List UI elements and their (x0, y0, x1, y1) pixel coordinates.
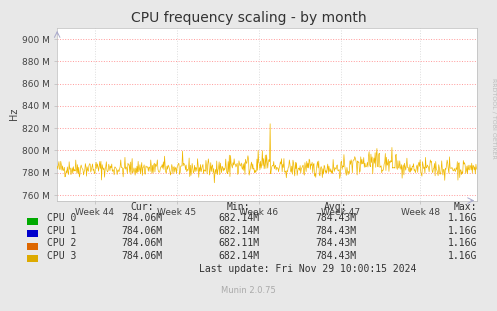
Text: Munin 2.0.75: Munin 2.0.75 (221, 286, 276, 295)
Text: 784.06M: 784.06M (121, 238, 162, 248)
Text: 1.16G: 1.16G (448, 251, 477, 261)
Text: 1.16G: 1.16G (448, 226, 477, 236)
Text: CPU 3: CPU 3 (47, 251, 77, 261)
Text: 784.43M: 784.43M (315, 251, 356, 261)
Text: CPU frequency scaling - by month: CPU frequency scaling - by month (131, 11, 366, 25)
Text: 682.14M: 682.14M (218, 226, 259, 236)
Text: Min:: Min: (227, 202, 250, 212)
Text: 784.06M: 784.06M (121, 226, 162, 236)
Text: Cur:: Cur: (130, 202, 154, 212)
Text: CPU 2: CPU 2 (47, 238, 77, 248)
Text: 784.43M: 784.43M (315, 226, 356, 236)
Text: 784.06M: 784.06M (121, 251, 162, 261)
Text: RRDTOOL / TOBI OETIKER: RRDTOOL / TOBI OETIKER (491, 78, 496, 159)
Text: 784.43M: 784.43M (315, 238, 356, 248)
Text: CPU 0: CPU 0 (47, 213, 77, 223)
Text: 784.06M: 784.06M (121, 213, 162, 223)
Text: 682.11M: 682.11M (218, 238, 259, 248)
Text: 784.43M: 784.43M (315, 213, 356, 223)
Text: 1.16G: 1.16G (448, 238, 477, 248)
Text: 682.14M: 682.14M (218, 251, 259, 261)
Y-axis label: Hz: Hz (9, 108, 19, 120)
Text: Avg:: Avg: (324, 202, 347, 212)
Text: 682.14M: 682.14M (218, 213, 259, 223)
Text: Last update: Fri Nov 29 10:00:15 2024: Last update: Fri Nov 29 10:00:15 2024 (199, 264, 417, 274)
Text: 1.16G: 1.16G (448, 213, 477, 223)
Text: Max:: Max: (454, 202, 477, 212)
Text: CPU 1: CPU 1 (47, 226, 77, 236)
